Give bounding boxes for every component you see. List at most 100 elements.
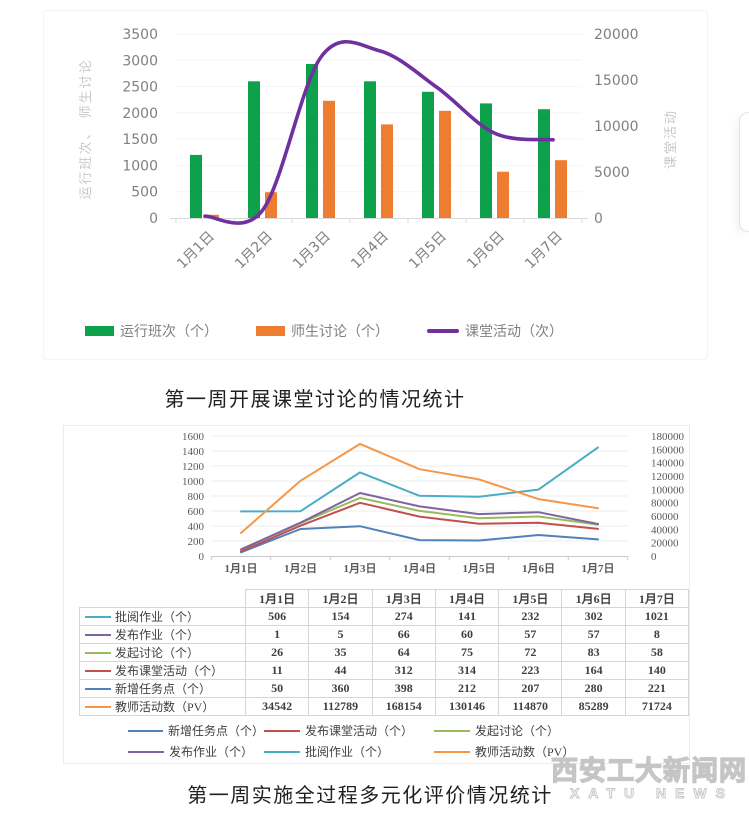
site-watermark: 西安工大新闻网 XATU NEWS	[550, 749, 747, 802]
table-date-header: 1月7日	[624, 589, 690, 608]
chart1-legend: 运行班次（个） 师生讨论（个） 课堂活动（次）	[44, 321, 604, 341]
table-value-cell: 280	[561, 679, 626, 698]
y-left-tick-label: 1200	[182, 461, 205, 473]
bar-teacher-student-discussions	[555, 160, 567, 218]
legend-item-classroom-activities: 课堂活动（次）	[427, 321, 563, 341]
legend-label: 批阅作业（个）	[305, 745, 390, 759]
table-date-header: 1月3日	[371, 589, 436, 608]
table-date-header: 1月2日	[308, 589, 373, 608]
y-right-tick-label: 160000	[651, 444, 685, 456]
evaluation-data-table: 1月1日 1月2日 1月3日 1月4日 1月5日 1月6日 1月7日 批阅作业（个） 506 15…	[79, 589, 690, 716]
y-left-axis-title: 运行班次、 师生讨论	[78, 58, 94, 199]
y-left-tick-label: 400	[188, 521, 205, 533]
legend-swatch-reviewed-homework	[264, 750, 300, 753]
x-category-label: 1月2日	[284, 562, 317, 575]
table-value-cell: 168154	[371, 697, 436, 716]
table-value-cell: 223	[498, 661, 563, 680]
legend-label: 师生讨论（个）	[291, 323, 389, 339]
y-right-tick-label: 15000	[594, 73, 639, 89]
table-date-header: 1月6日	[561, 589, 626, 608]
table-value-cell: 26	[244, 643, 310, 662]
x-category-label: 1月6日	[464, 229, 508, 273]
legend-swatch-class-runs	[85, 326, 114, 336]
table-row-published-class-activity: 发布课堂活动（个） 11 44 312 314 223 164 140	[79, 661, 690, 680]
table-value-cell: 274	[371, 607, 436, 626]
series-color-swatch	[85, 633, 111, 636]
legend-label: 课堂活动（次）	[465, 323, 563, 339]
y-left-tick-label: 0	[199, 551, 205, 563]
legend-swatch-published-class-activity	[264, 729, 300, 732]
table-value-cell: 506	[244, 607, 310, 626]
y-right-tick-label: 0	[651, 551, 657, 563]
legend-label: 新增任务点（个）	[167, 724, 264, 738]
table-value-cell: 221	[624, 679, 690, 698]
bar-class-runs	[306, 64, 318, 218]
bar-class-runs	[248, 81, 260, 218]
legend-item-initiated-discussion: 发起讨论（个）	[434, 722, 574, 739]
table-value-cell: 302	[561, 607, 626, 626]
y-right-tick-label: 100000	[651, 484, 685, 496]
bar-teacher-student-discussions	[323, 100, 335, 218]
table-header-row: 1月1日 1月2日 1月3日 1月4日 1月5日 1月6日 1月7日	[79, 589, 690, 608]
watermark-site-latin: XATU NEWS	[570, 785, 734, 802]
chart2-caption: 第一周实施全过程多元化评价情况统计	[187, 785, 553, 807]
legend-item-teacher-activity-pv: 教师活动数（PV）	[434, 743, 574, 760]
table-value-cell: 398	[371, 679, 436, 698]
table-value-cell: 58	[624, 643, 690, 662]
legend-item-published-homework: 发布作业（个）	[128, 743, 264, 760]
evaluation-stats-chart: 0200400600800100012001400160002000040000…	[182, 431, 685, 575]
table-date-header: 1月5日	[498, 589, 563, 608]
y-right-tick-label: 40000	[651, 524, 679, 536]
legend-item-reviewed-homework: 批阅作业（个）	[264, 743, 434, 760]
bar-class-runs	[190, 154, 202, 218]
x-category-label: 1月1日	[225, 562, 258, 575]
line-teacher-activity-pv	[240, 442, 599, 534]
x-category-label: 1月7日	[582, 562, 615, 575]
table-value-cell: 5	[308, 625, 373, 644]
floating-side-widget[interactable]	[739, 112, 749, 232]
y-right-axis-title: 课堂活动	[664, 109, 679, 169]
legend-swatch-teacher-student-discussions	[256, 326, 285, 336]
x-category-label: 1月4日	[403, 562, 436, 575]
table-corner-cell	[79, 589, 246, 608]
y-left-tick-label: 1400	[182, 446, 205, 458]
bar-class-runs	[480, 103, 492, 218]
y-left-tick-label: 1500	[122, 132, 158, 148]
bar-teacher-student-discussions	[497, 171, 509, 218]
table-value-cell: 35	[308, 643, 373, 662]
y-left-tick-label: 1600	[182, 431, 205, 443]
y-right-tick-label: 180000	[651, 431, 685, 443]
chart2-legend: 新增任务点（个） 发布课堂活动（个） 发起讨论（个） 发布作业（个） 批阅作业（个） 教师…	[128, 722, 574, 760]
y-left-tick-label: 3500	[122, 27, 158, 43]
table-value-cell: 212	[434, 679, 500, 698]
table-value-cell: 44	[308, 661, 373, 680]
legend-item-teacher-student-discussions: 师生讨论（个）	[256, 321, 389, 341]
legend-swatch-teacher-activity-pv	[434, 750, 470, 753]
x-category-label: 1月6日	[522, 562, 555, 575]
table-value-cell: 64	[371, 643, 436, 662]
y-right-tick-label: 20000	[651, 538, 679, 550]
table-series-label: 发布作业（个）	[79, 625, 246, 644]
series-color-swatch	[85, 615, 111, 618]
y-right-tick-label: 10000	[594, 119, 639, 135]
table-row-initiated-discussion: 发起讨论（个） 26 35 64 75 72 83 58	[79, 643, 690, 662]
legend-label: 发起讨论（个）	[475, 724, 560, 738]
bar-teacher-student-discussions	[381, 124, 393, 218]
legend-item-new-task-points: 新增任务点（个）	[128, 722, 264, 739]
table-series-label: 批阅作业（个）	[79, 607, 246, 626]
bar-class-runs	[364, 81, 376, 218]
table-value-cell: 75	[434, 643, 500, 662]
table-date-header: 1月4日	[434, 589, 500, 608]
table-value-cell: 154	[308, 607, 373, 626]
x-category-label: 1月3日	[290, 229, 334, 273]
y-left-tick-label: 500	[131, 185, 158, 201]
bar-class-runs	[422, 91, 434, 218]
table-value-cell: 34542	[244, 697, 310, 716]
y-left-tick-label: 2000	[122, 106, 158, 122]
line-reviewed-homework	[240, 446, 599, 513]
table-value-cell: 1021	[624, 607, 690, 626]
y-right-tick-label: 5000	[594, 165, 630, 181]
line-classroom-activities	[203, 39, 555, 225]
y-right-tick-label: 60000	[651, 511, 679, 523]
